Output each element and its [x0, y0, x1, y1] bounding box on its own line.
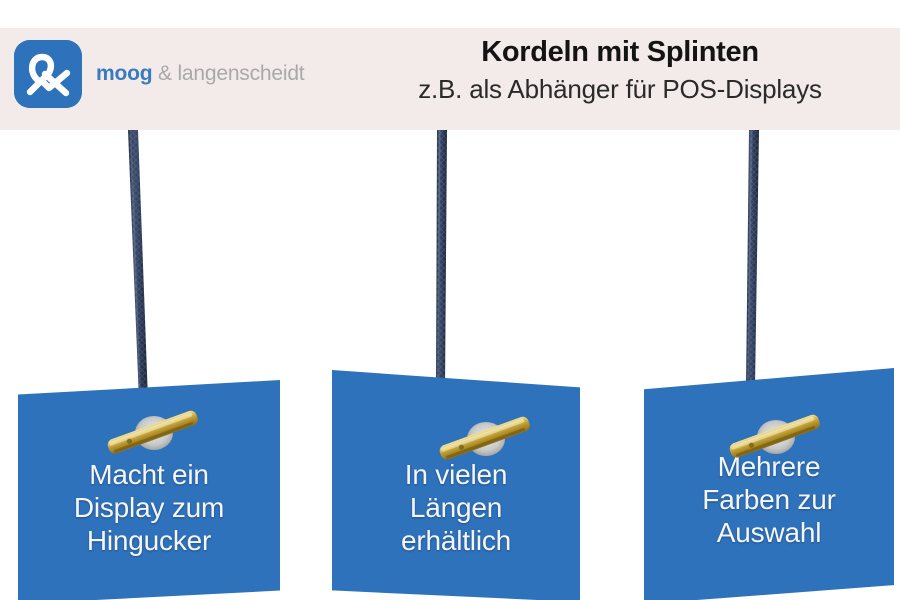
- page-subtitle: z.B. als Abhänger für POS-Displays: [418, 73, 822, 104]
- cord-3: [730, 130, 774, 386]
- cord-1: [118, 130, 162, 400]
- product-tag-3: Mehrere Farben zur Auswahl: [644, 368, 894, 600]
- headline-block: Kordeln mit Splinten z.B. als Abhänger f…: [350, 34, 890, 107]
- brand-name-secondary: & langenscheidt: [158, 61, 305, 85]
- brand-name-primary: moog: [96, 61, 153, 85]
- tag-2-line-2: Längen: [409, 492, 503, 524]
- cord-2: [420, 130, 464, 388]
- header-band: moog & langenscheidt Kordeln mit Splinte…: [0, 28, 900, 130]
- tag-2-line-3: erhältlich: [400, 525, 512, 557]
- brand-wordmark: moog & langenscheidt: [96, 61, 305, 86]
- tag-2-text: In vielen Längen erhältlich: [332, 458, 580, 557]
- moog-langenscheidt-logo-icon: [14, 40, 82, 108]
- tag-background: [332, 370, 580, 600]
- product-tag-2: In vielen Längen erhältlich: [332, 370, 580, 600]
- tag-3-line-2: Farben zur: [702, 484, 836, 516]
- tag-1-line-2: Display zum: [73, 492, 225, 524]
- tag-1-line-1: Macht ein: [89, 459, 209, 490]
- brand-block: moog & langenscheidt: [14, 40, 305, 108]
- tag-1-line-3: Hingucker: [86, 525, 212, 557]
- product-tag-1: Macht ein Display zum Hingucker: [18, 380, 280, 600]
- page-title: Kordeln mit Splinten: [481, 36, 759, 68]
- tag-2-line-1: In vielen: [404, 459, 508, 490]
- braided-cord-icon: [436, 130, 447, 388]
- tag-3-line-3: Auswahl: [716, 517, 822, 549]
- tag-background: [644, 368, 894, 600]
- braided-cord-icon: [746, 130, 759, 386]
- tag-3-text: Mehrere Farben zur Auswahl: [644, 450, 894, 549]
- tag-3-line-1: Mehrere: [717, 451, 821, 482]
- braided-cord-icon: [128, 130, 148, 400]
- tag-1-text: Macht ein Display zum Hingucker: [18, 458, 280, 557]
